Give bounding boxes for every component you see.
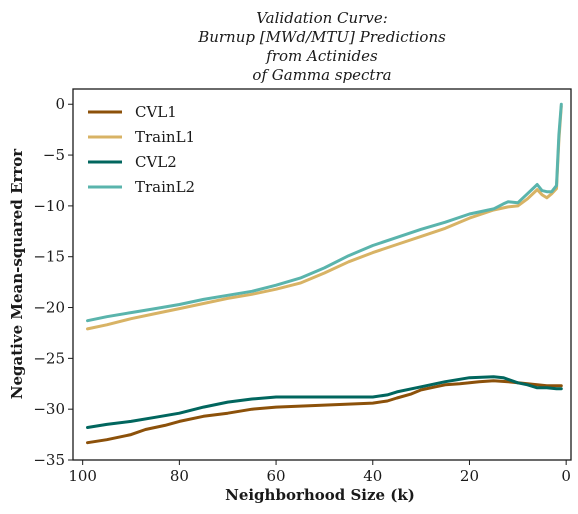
x-tick-label: 0 (561, 467, 571, 485)
x-tick-label: 100 (68, 467, 97, 485)
y-tick-label: −5 (43, 146, 65, 164)
x-tick-label: 40 (363, 467, 382, 485)
y-tick-label: −10 (33, 197, 65, 215)
legend-label-trainl2: TrainL2 (135, 178, 195, 196)
series-line-cvl1 (86, 379, 563, 445)
y-tick-label: −30 (33, 400, 65, 418)
y-tick-label: −25 (33, 349, 65, 367)
chart-title: Validation Curve:Burnup [MWd/MTU] Predic… (197, 9, 446, 84)
legend: CVL1 TrainL1 CVL2 TrainL2 (88, 103, 195, 196)
title-line-0: Validation Curve: (256, 9, 388, 27)
legend-label-trainl1: TrainL1 (135, 128, 195, 146)
x-axis-label: Neighborhood Size (k) (225, 486, 415, 504)
legend-label-cvl1: CVL1 (135, 103, 177, 121)
y-tick-label: −20 (33, 299, 65, 317)
x-tick-label: 20 (460, 467, 479, 485)
x-tick-label: 80 (170, 467, 189, 485)
series-line-trainl1 (86, 104, 563, 331)
x-axis-ticks: 100 80 60 40 20 0 (68, 460, 571, 485)
series-line-cvl2 (86, 375, 563, 429)
title-line-2: from Actinides (265, 47, 378, 65)
x-tick-label: 60 (267, 467, 286, 485)
y-tick-label: −15 (33, 248, 65, 266)
title-line-3: of Gamma spectra (252, 66, 391, 84)
title-line-1: Burnup [MWd/MTU] Predictions (197, 28, 446, 46)
y-tick-label: 0 (55, 95, 65, 113)
y-axis-ticks: 0 −5 −10 −15 −20 −25 −30 −35 (33, 95, 73, 469)
plot-series (86, 102, 563, 445)
y-tick-label: −35 (33, 451, 65, 469)
y-axis-label: Negative Mean-squared Error (8, 148, 26, 400)
legend-label-cvl2: CVL2 (135, 153, 177, 171)
plot-frame (72, 88, 572, 461)
series-line-trainl2 (86, 102, 563, 323)
